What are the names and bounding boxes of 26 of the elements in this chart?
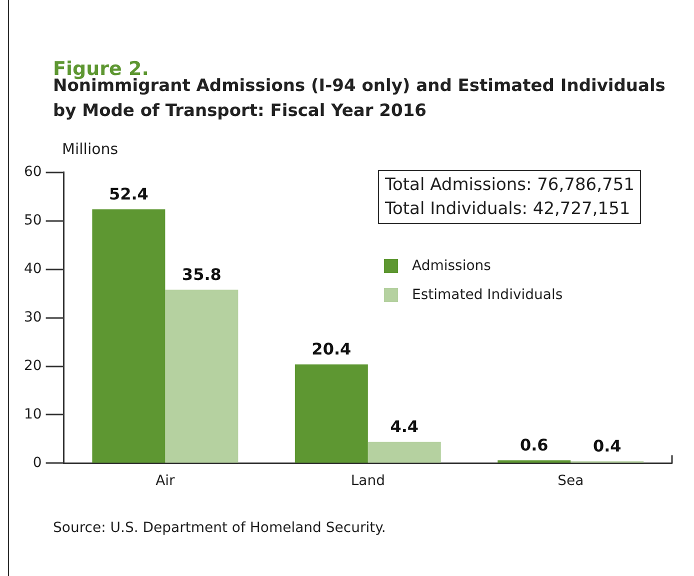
data-label: 0.6	[520, 435, 548, 454]
y-tick-label: 40	[24, 260, 42, 277]
x-tick-label: Land	[350, 473, 385, 490]
bar	[165, 290, 238, 463]
x-tick-label: Air	[156, 473, 176, 490]
legend-label: Estimated Individuals	[412, 287, 563, 303]
bar	[368, 442, 441, 463]
bar	[92, 209, 166, 463]
y-tick-label: 0	[32, 454, 42, 471]
legend-label: Admissions	[412, 258, 491, 274]
data-label: 52.4	[108, 184, 148, 204]
y-axis-title: Millions	[62, 140, 118, 158]
y-tick-label: 60	[24, 164, 42, 180]
y-tick-label: 20	[24, 358, 42, 374]
bar	[294, 364, 368, 463]
annotation: Total Individuals: 42,727,151	[385, 198, 632, 221]
data-label: 4.4	[390, 417, 419, 436]
data-label: 20.4	[312, 339, 352, 358]
source-note: Source: U.S. Department of Homeland Security.	[53, 520, 386, 536]
annotation: Total Admissions: 76,786,751	[385, 174, 634, 197]
data-label: 0.4	[592, 436, 622, 456]
x-tick-label: Sea	[558, 473, 584, 490]
y-tick-label: 30	[24, 309, 42, 326]
data-label: 35.8	[182, 264, 222, 284]
y-tick-label: 50	[24, 212, 42, 229]
y-tick-label: 10	[24, 406, 42, 422]
